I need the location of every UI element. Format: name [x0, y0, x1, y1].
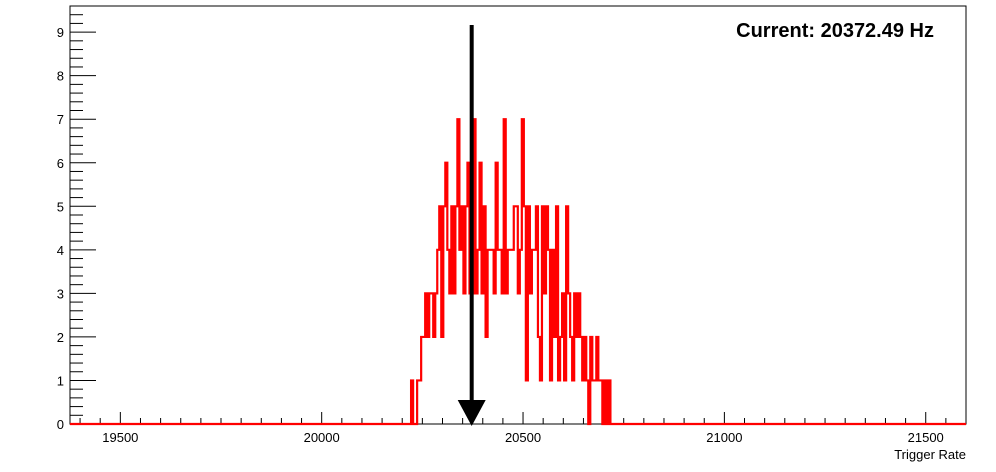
- current-rate-arrow: [457, 25, 486, 426]
- histogram-line: [70, 118, 966, 426]
- histogram-series: [70, 118, 966, 426]
- y-tick-label: 3: [57, 286, 64, 301]
- current-rate-label: Current: 20372.49 Hz: [736, 20, 934, 42]
- x-tick-label: 21500: [908, 430, 944, 445]
- y-tick-label: 5: [57, 199, 64, 214]
- x-tick-label: 20500: [505, 430, 541, 445]
- x-tick-label: 20000: [304, 430, 340, 445]
- y-tick-label: 7: [57, 112, 64, 127]
- arrow-head: [457, 400, 486, 426]
- y-tick-label: 8: [57, 69, 64, 84]
- y-tick-label: 2: [57, 330, 64, 345]
- x-axis-ticks: 19500 20000 20500 21000 21500: [79, 412, 967, 445]
- y-axis-ticks: 0 1 2 3 4 5 6 7 8 9: [57, 5, 96, 432]
- y-tick-label: 6: [57, 156, 64, 171]
- y-tick-label: 0: [57, 417, 64, 432]
- y-tick-label: 9: [57, 25, 64, 40]
- y-tick-label: 1: [57, 373, 64, 388]
- x-tick-label: 19500: [102, 430, 138, 445]
- x-tick-label: 21000: [706, 430, 742, 445]
- y-tick-label: 4: [57, 243, 64, 258]
- x-axis-title: Trigger Rate: [894, 447, 966, 462]
